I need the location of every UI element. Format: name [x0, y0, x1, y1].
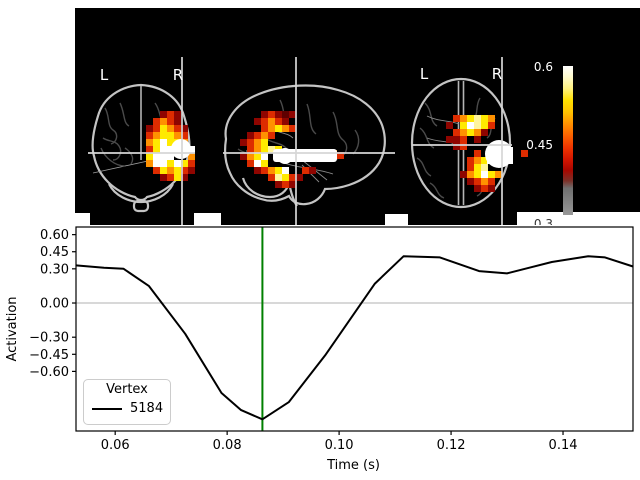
y-tick-label: 0.45 [40, 245, 69, 260]
y-tick-label: 0.00 [40, 297, 69, 312]
axial-activation-blob [446, 115, 528, 192]
coronal-right-label: R [173, 66, 183, 84]
axial-right-label: R [492, 65, 502, 83]
axial-view [410, 77, 528, 209]
legend-entry: 5184 [84, 400, 170, 418]
hemisphere-labels: L R L R [100, 65, 502, 84]
colorbar-tick-label-min: 0.3 [534, 217, 553, 225]
legend: Vertex 5184 [83, 379, 171, 425]
colorbar-tick-label-max: 0.6 [534, 60, 553, 74]
axial-outline [410, 77, 512, 209]
panel-bottom-gaps [75, 212, 640, 225]
x-tick-label: 0.10 [325, 438, 354, 453]
y-tick-label: −0.60 [29, 365, 69, 380]
activation-curve [75, 255, 634, 421]
y-tick-label: −0.30 [29, 331, 69, 346]
y-tick-label: −0.45 [29, 348, 69, 363]
colorbar-gradient [563, 66, 573, 215]
axial-left-label: L [420, 65, 429, 83]
y-tick-label: 0.30 [40, 262, 69, 277]
x-tick-label: 0.14 [549, 438, 578, 453]
colorbar: 0.6 0.45 0.3 [526, 60, 573, 225]
crosshairs [88, 57, 512, 225]
y-tick-label: 0.60 [40, 228, 69, 243]
x-tick-label: 0.12 [437, 438, 466, 453]
y-axis-label: Activation [5, 296, 20, 361]
coronal-left-label: L [100, 66, 109, 84]
glass-brain-panel: L R L R 0.6 0.45 0.3 [75, 8, 640, 225]
coronal-sulci [100, 102, 166, 167]
x-tick-label: 0.06 [101, 438, 130, 453]
legend-title: Vertex [106, 382, 148, 397]
legend-entry-line-sample [92, 408, 122, 410]
coronal-outline [91, 83, 191, 213]
colorbar-tick-label-mid: 0.45 [526, 138, 553, 152]
x-axis-label: Time (s) [326, 458, 380, 473]
glass-brain-svg: L R L R 0.6 0.45 0.3 [75, 57, 640, 225]
legend-entry-label: 5184 [130, 401, 164, 416]
x-tick-label: 0.08 [213, 438, 242, 453]
axes-spines [75, 226, 634, 432]
